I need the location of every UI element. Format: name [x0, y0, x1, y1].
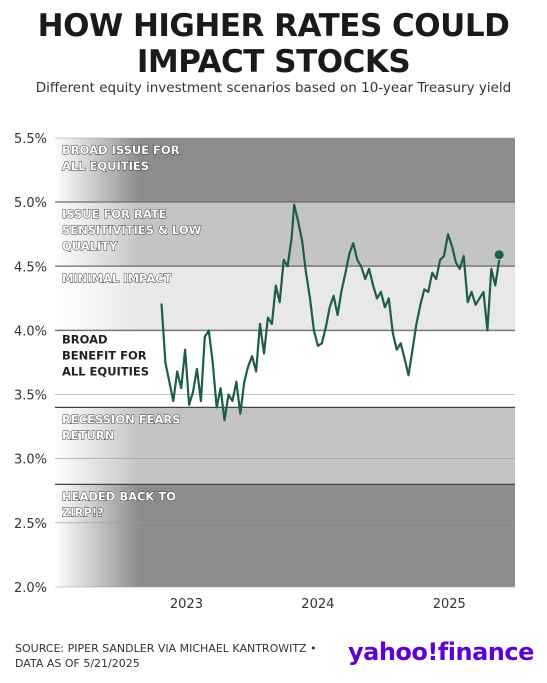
- source-line-1: SOURCE: PIPER SANDLER VIA MICHAEL KANTRO…: [15, 642, 317, 655]
- x-tick-label: 2023: [170, 597, 203, 612]
- y-tick-label: 4.5%: [14, 260, 47, 275]
- chart-title: HOW HIGHER RATES COULD IMPACT STOCKS: [0, 8, 547, 80]
- source-note: SOURCE: PIPER SANDLER VIA MICHAEL KANTRO…: [15, 641, 335, 671]
- x-tick-label: 2025: [433, 597, 466, 612]
- yahoo-finance-logo: yahoo!finance: [348, 638, 534, 666]
- zone-label: BROAD: [62, 332, 108, 346]
- zone-label: MINIMAL IMPACT: [62, 271, 172, 285]
- zone-label: ALL EQUITIES: [62, 364, 149, 378]
- zone-label: SENSITIVITIES & LOW: [62, 223, 202, 237]
- yield-chart: 5.5% 5.0% 4.5% 4.0% 3.5% 3.0% 2.5% 2.0% 2023 2024…: [14, 132, 515, 612]
- zone-label: RETURN: [62, 428, 114, 442]
- zone-label: RECESSION FEARS: [62, 412, 181, 426]
- zone-fade: [55, 138, 140, 587]
- chart-subtitle: Different equity investment scenarios ba…: [35, 80, 512, 96]
- y-tick-label: 5.0%: [14, 196, 47, 211]
- last-point-marker: [494, 250, 504, 260]
- y-tick-label: 3.5%: [14, 389, 47, 404]
- yield-series-line: [160, 203, 501, 422]
- y-tick-label: 4.0%: [14, 324, 47, 339]
- y-tick-label: 5.5%: [14, 132, 47, 147]
- zone-label: ZIRP!?: [62, 505, 104, 519]
- zone-label: BROAD ISSUE FOR: [62, 143, 180, 157]
- zone-label: QUALITY: [62, 239, 118, 253]
- zone-label: ALL EQUITIES: [62, 159, 149, 173]
- y-tick-label: 2.5%: [14, 517, 47, 532]
- title-line-1: HOW HIGHER RATES COULD: [37, 8, 510, 44]
- source-line-2: DATA AS OF 5/21/2025: [15, 657, 140, 670]
- y-tick-label: 2.0%: [14, 581, 47, 596]
- title-line-2: IMPACT STOCKS: [136, 44, 411, 80]
- y-tick-label: 3.0%: [14, 453, 47, 468]
- zone-label: ISSUE FOR RATE: [62, 207, 167, 221]
- zone-label: BENEFIT FOR: [62, 348, 147, 362]
- zone-label: HEADED BACK TO: [62, 489, 176, 503]
- x-tick-label: 2024: [301, 597, 334, 612]
